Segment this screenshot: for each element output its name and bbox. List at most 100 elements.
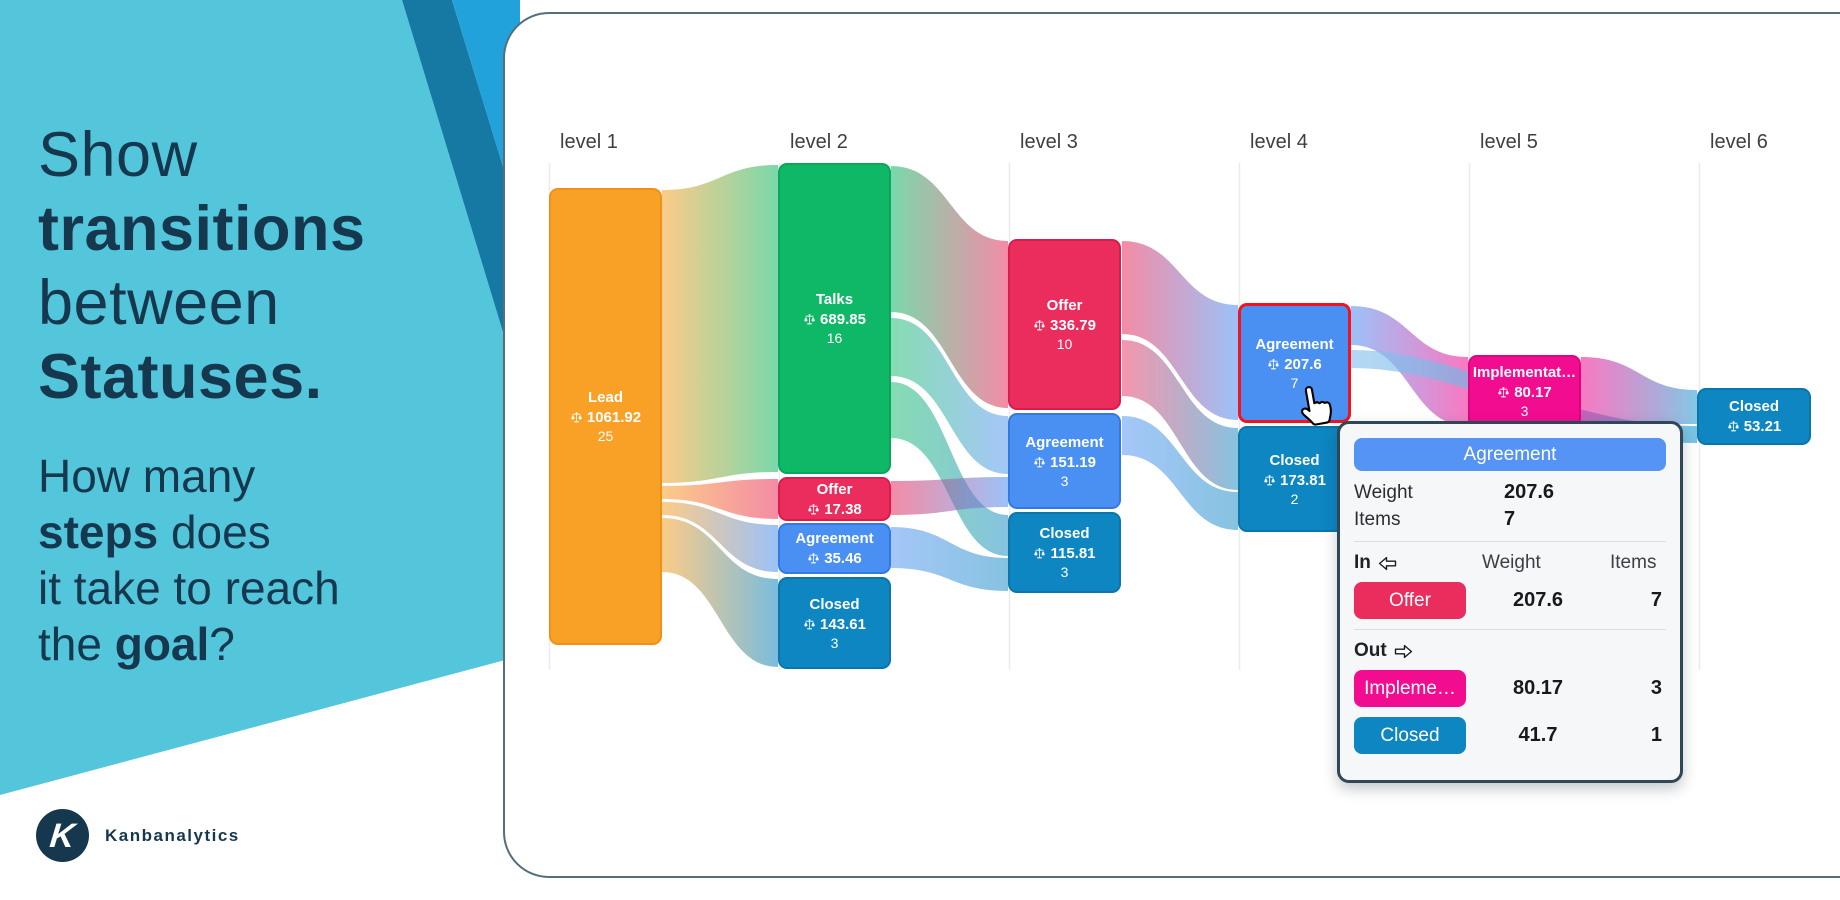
scales-icon bbox=[1034, 319, 1045, 331]
node-weight: 35.46 bbox=[807, 549, 862, 568]
tooltip-out-implementation-weight: 80.17 bbox=[1512, 677, 1564, 699]
scales-icon bbox=[1034, 547, 1046, 559]
tooltip-in-label: In bbox=[1354, 552, 1466, 574]
subheading-bold-steps: steps bbox=[38, 506, 159, 558]
sankey-node-agreement-l2[interactable]: Agreement 35.46 bbox=[778, 523, 891, 574]
node-tooltip: Agreement Weight 207.6 Items 7 In Weight… bbox=[1337, 421, 1683, 783]
node-weight-value: 173.81 bbox=[1280, 471, 1326, 489]
node-weight: 17.38 bbox=[807, 500, 862, 519]
level-label-6: level 6 bbox=[1710, 131, 1768, 153]
tooltip-in-offer-weight: 207.6 bbox=[1512, 589, 1564, 611]
tooltip-in-offer-items: 7 bbox=[1650, 589, 1662, 611]
tooltip-in-header: In Weight Items bbox=[1354, 552, 1666, 574]
node-weight-value: 689.85 bbox=[820, 311, 866, 328]
node-items: 25 bbox=[597, 428, 614, 444]
scales-icon bbox=[808, 552, 819, 564]
node-weight: 115.81 bbox=[1033, 544, 1096, 563]
tooltip-pill-implementation: Impleme… bbox=[1354, 670, 1466, 707]
scales-icon bbox=[808, 503, 819, 514]
node-weight-value: 207.6 bbox=[1284, 355, 1322, 373]
node-weight-value: 336.79 bbox=[1050, 317, 1096, 334]
node-label: Agreement bbox=[795, 530, 874, 547]
node-weight: 80.17 bbox=[1497, 383, 1552, 402]
tooltip-divider bbox=[1354, 541, 1666, 542]
scales-icon bbox=[1498, 386, 1509, 398]
tooltip-out-label: Out bbox=[1354, 640, 1413, 662]
node-label: Agreement bbox=[1255, 335, 1334, 353]
subheading: How many steps does it take to reach the… bbox=[38, 448, 340, 672]
node-label: Agreement bbox=[1025, 433, 1104, 451]
sankey-node-closed-l6[interactable]: Closed 53.21 bbox=[1697, 388, 1811, 445]
node-weight-value: 53.21 bbox=[1743, 418, 1782, 435]
tooltip-col-weight: Weight bbox=[1482, 552, 1541, 573]
node-items: 10 bbox=[1056, 336, 1073, 352]
tooltip-out-closed-weight: 41.7 bbox=[1518, 724, 1558, 746]
scales-icon bbox=[804, 313, 815, 325]
node-weight-value: 115.81 bbox=[1050, 545, 1096, 562]
sankey-node-closed-l3[interactable]: Closed 115.81 3 bbox=[1008, 512, 1121, 593]
node-items: 3 bbox=[830, 634, 839, 651]
node-weight-value: 80.17 bbox=[1514, 384, 1552, 401]
scales-icon bbox=[1727, 420, 1739, 432]
subheading-line-3: it take to reach bbox=[38, 562, 340, 614]
sankey-node-offer-l2[interactable]: Offer 17.38 bbox=[778, 477, 891, 521]
sankey-node-agreement-l3[interactable]: Agreement 151.19 3 bbox=[1008, 413, 1121, 509]
level-label-2: level 2 bbox=[790, 131, 848, 153]
headline: Show transitions between Statuses. bbox=[38, 118, 366, 414]
node-weight: 143.61 bbox=[803, 615, 866, 634]
node-weight-value: 151.19 bbox=[1050, 453, 1096, 471]
subheading-line-4-pre: the bbox=[38, 618, 115, 670]
sankey-node-talks[interactable]: Talks 689.85 16 bbox=[778, 163, 891, 474]
level-label-5: level 5 bbox=[1480, 131, 1538, 153]
level-label-3: level 3 bbox=[1020, 131, 1078, 153]
node-weight: 689.85 bbox=[803, 310, 866, 329]
node-items: 3 bbox=[1060, 472, 1069, 489]
cursor-pointer-icon bbox=[1300, 386, 1332, 426]
node-weight: 151.19 bbox=[1033, 453, 1096, 472]
node-weight: 1061.92 bbox=[570, 408, 641, 427]
node-weight-value: 1061.92 bbox=[586, 409, 642, 426]
sankey-node-closed-l4[interactable]: Closed 173.81 2 bbox=[1238, 426, 1351, 532]
dark-stripe bbox=[402, 0, 520, 388]
sankey-node-lead[interactable]: Lead 1061.92 25 bbox=[549, 188, 662, 645]
tooltip-items-value: 7 bbox=[1504, 508, 1516, 530]
scales-icon bbox=[1034, 456, 1045, 467]
subheading-bold-goal: goal bbox=[114, 618, 210, 670]
sankey-node-offer-l3[interactable]: Offer 336.79 10 bbox=[1008, 239, 1121, 410]
arrow-right-icon bbox=[1394, 644, 1412, 658]
tooltip-out-header: Out bbox=[1354, 640, 1666, 662]
tooltip-weight-value: 207.6 bbox=[1504, 481, 1555, 503]
tooltip-out-row-implementation: Impleme… 80.17 3 bbox=[1354, 670, 1666, 707]
teal-polygon bbox=[0, 0, 520, 795]
level-label-1: level 1 bbox=[560, 131, 618, 153]
tooltip-pill-closed: Closed bbox=[1354, 717, 1466, 754]
subheading-line-4-post: ? bbox=[209, 618, 235, 670]
node-items: 3 bbox=[1060, 564, 1069, 580]
tooltip-weight-label: Weight bbox=[1354, 481, 1413, 503]
node-label: Lead bbox=[587, 389, 623, 406]
tooltip-pill-offer: Offer bbox=[1354, 582, 1466, 619]
tooltip-title-pill: Agreement bbox=[1354, 438, 1666, 471]
brand-logo-icon: K bbox=[36, 809, 89, 862]
brand-logo: K Kanbanalytics bbox=[36, 809, 240, 862]
node-weight: 53.21 bbox=[1727, 417, 1782, 436]
scales-icon bbox=[1268, 358, 1279, 369]
node-weight: 207.6 bbox=[1267, 355, 1322, 374]
sankey-node-implementation-l5[interactable]: Implementat… 80.17 3 bbox=[1468, 355, 1581, 428]
arrow-left-icon bbox=[1378, 556, 1397, 570]
brand-name: Kanbanalytics bbox=[105, 825, 240, 845]
sankey-node-agreement-l4-selected[interactable]: Agreement 207.6 7 bbox=[1238, 303, 1351, 423]
node-weight-value: 35.46 bbox=[824, 550, 862, 567]
tooltip-weight-row: Weight 207.6 bbox=[1354, 481, 1666, 504]
tooltip-out-closed-items: 1 bbox=[1650, 724, 1662, 746]
tooltip-items-label: Items bbox=[1354, 508, 1401, 530]
headline-line-1: Show bbox=[38, 120, 198, 190]
left-panel-background bbox=[0, 0, 520, 795]
node-weight-value: 17.38 bbox=[824, 500, 862, 518]
node-weight-value: 143.61 bbox=[820, 615, 866, 633]
sankey-node-closed-l2[interactable]: Closed 143.61 3 bbox=[778, 577, 891, 669]
node-label: Implementat… bbox=[1472, 364, 1577, 381]
subheading-line-4: the goal? bbox=[38, 616, 340, 672]
node-weight: 173.81 bbox=[1263, 471, 1326, 490]
